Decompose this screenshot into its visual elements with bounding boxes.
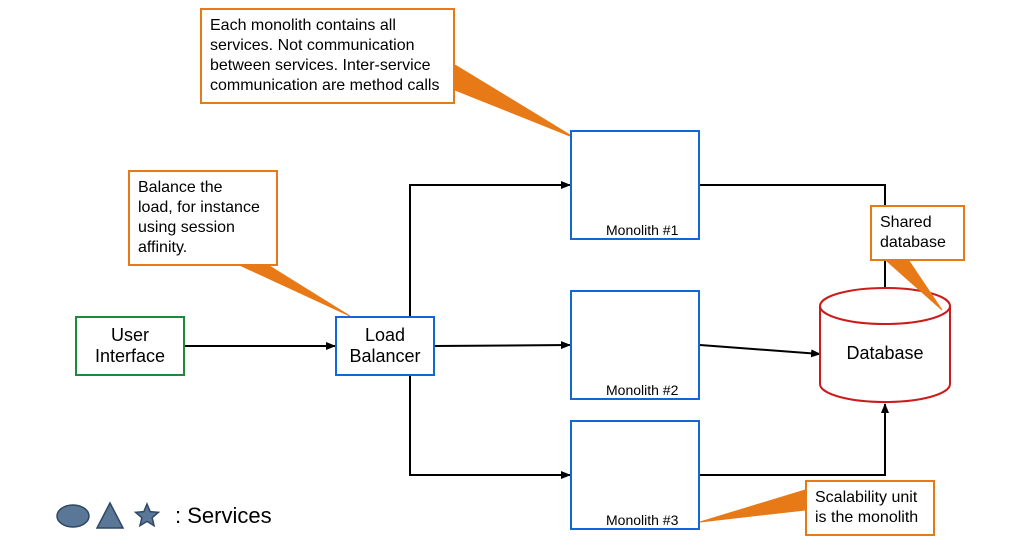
monolith-2-label: Monolith #2 [606,382,678,398]
database-label: Database [820,343,950,364]
legend-text: : Services [175,503,272,529]
callout-database-description: Shareddatabase [870,205,965,261]
callout-monolith-description: Each monolith contains allservices. Not … [200,8,455,104]
monolith-3-label: Monolith #3 [606,512,678,528]
user-interface-label-2: Interface [95,346,165,367]
diagram-svg [0,0,1014,558]
legend-shapes-icon [55,498,165,534]
user-interface-box: User Interface [75,316,185,376]
load-balancer-label-2: Balancer [349,346,420,367]
monolith-1-label: Monolith #1 [606,222,678,238]
load-balancer-label-1: Load [349,325,420,346]
callout-load-balancer-description: Balance theload, for instanceusing sessi… [128,170,278,266]
user-interface-label-1: User [95,325,165,346]
legend: : Services [55,498,272,534]
callout-scalability-description: Scalability unitis the monolith [805,480,935,536]
load-balancer-box: Load Balancer [335,316,435,376]
